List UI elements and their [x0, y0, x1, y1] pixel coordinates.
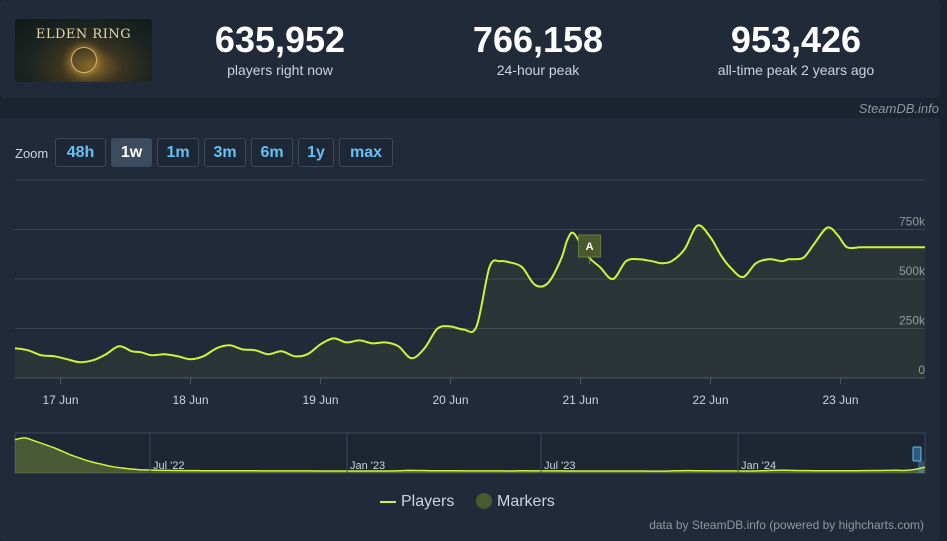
elden-ring-icon	[71, 47, 97, 73]
chart-panel	[0, 118, 940, 541]
steamdb-brand[interactable]: SteamDB.info	[858, 101, 939, 116]
zoom-label: Zoom	[15, 146, 49, 161]
legend-item-players[interactable]: Players	[401, 493, 455, 510]
stat-label: 24-hour peak	[496, 62, 580, 78]
zoom-button-1m[interactable]: 1m	[157, 138, 199, 167]
zoom-button-1y[interactable]: 1y	[298, 138, 334, 167]
zoom-button-3m[interactable]: 3m	[204, 138, 246, 167]
stat-value: 766,158	[472, 19, 604, 60]
zoom-button-6m[interactable]: 6m	[251, 138, 293, 167]
game-logo[interactable]: ELDEN RING	[15, 19, 152, 82]
zoom-button-48h[interactable]: 48h	[55, 138, 106, 167]
legend-item-markers[interactable]: Markers	[497, 493, 555, 510]
stat-label: all-time peak 2 years ago	[717, 62, 875, 78]
stat-24h-peak: 766,158 24-hour peak	[428, 19, 648, 79]
stat-value: 635,952	[214, 19, 346, 60]
stats-bar	[0, 0, 940, 98]
zoom-button-1w[interactable]: 1w	[111, 138, 152, 167]
stat-all-time-peak: 953,426 all-time peak 2 years ago	[686, 19, 906, 79]
stat-value: 953,426	[730, 19, 862, 60]
stat-label: players right now	[227, 62, 333, 78]
chart-credits[interactable]: data by SteamDB.info (powered by highcha…	[649, 518, 924, 532]
stat-current-players: 635,952 players right now	[170, 19, 390, 79]
zoom-button-max[interactable]: max	[339, 138, 393, 167]
game-logo-text: ELDEN RING	[35, 27, 132, 42]
